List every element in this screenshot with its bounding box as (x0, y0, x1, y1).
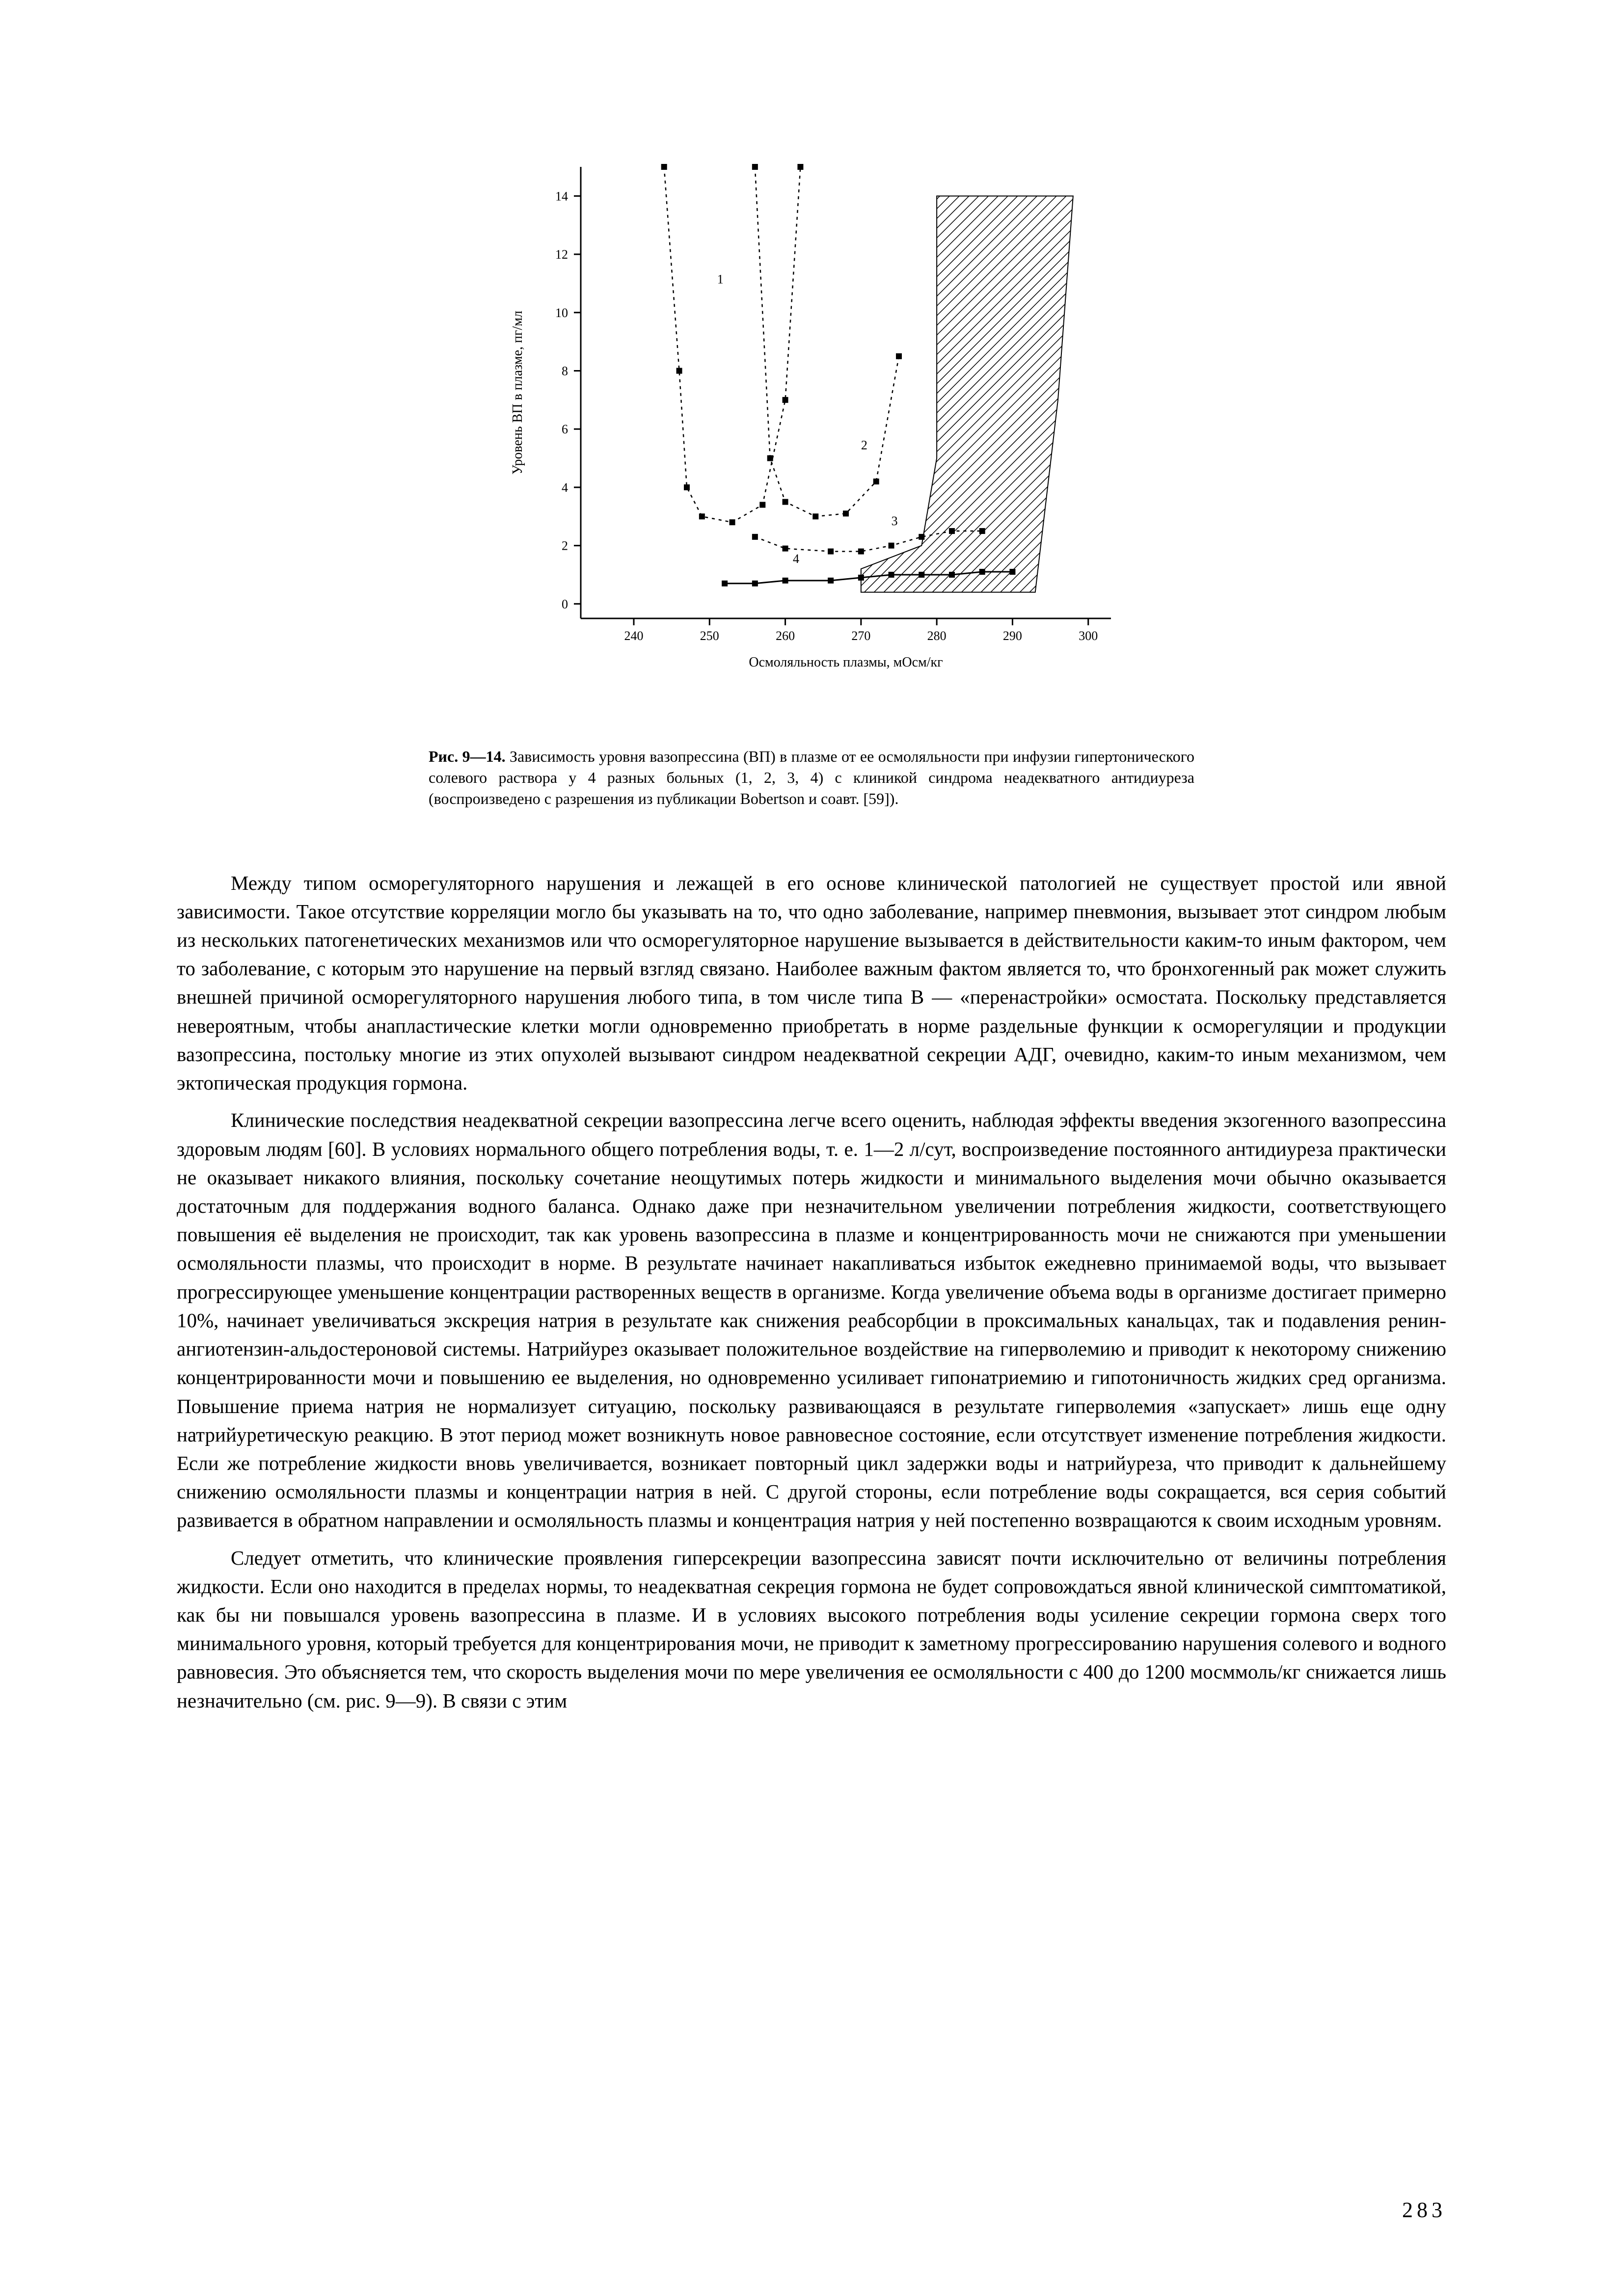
paragraph-1: Между типом осморегуляторного нарушения … (177, 869, 1446, 1097)
svg-text:300: 300 (1079, 629, 1098, 643)
svg-text:280: 280 (927, 629, 947, 643)
svg-text:2: 2 (562, 539, 568, 553)
figure-label: Рис. 9—14. (429, 748, 506, 765)
svg-text:14: 14 (555, 189, 568, 203)
svg-text:Уровень ВП в плазме, пг/мл: Уровень ВП в плазме, пг/мл (510, 311, 525, 475)
svg-text:290: 290 (1003, 629, 1022, 643)
svg-text:240: 240 (624, 629, 644, 643)
svg-text:270: 270 (851, 629, 870, 643)
svg-text:250: 250 (700, 629, 719, 643)
svg-text:Осмоляльность плазмы, мОсм/кг: Осмоляльность плазмы, мОсм/кг (749, 655, 943, 670)
page-number: 283 (1402, 2197, 1446, 2222)
svg-text:2: 2 (861, 438, 867, 453)
svg-text:1: 1 (717, 272, 724, 286)
svg-text:0: 0 (562, 597, 568, 611)
svg-text:4: 4 (562, 481, 568, 495)
svg-text:12: 12 (555, 247, 568, 262)
svg-text:4: 4 (793, 552, 799, 566)
paragraph-2: Клинические последствия неадекватной сек… (177, 1106, 1446, 1534)
svg-text:260: 260 (776, 629, 795, 643)
body-text: Между типом осморегуляторного нарушения … (177, 869, 1446, 1715)
paragraph-3: Следует отметить, что клинические проявл… (177, 1544, 1446, 1715)
figure-caption-text: Зависимость уровня вазопрессина (ВП) в п… (429, 748, 1194, 807)
vp-osmolality-chart: 02468101214240250260270280290300Осмоляль… (492, 147, 1131, 687)
svg-text:3: 3 (892, 514, 898, 528)
figure-block: 02468101214240250260270280290300Осмоляль… (389, 147, 1234, 810)
svg-text:6: 6 (562, 422, 568, 436)
svg-text:8: 8 (562, 364, 568, 378)
svg-text:10: 10 (555, 306, 568, 320)
figure-caption: Рис. 9—14. Зависимость уровня вазопресси… (429, 746, 1194, 810)
page: 02468101214240250260270280290300Осмоляль… (0, 0, 1623, 2296)
